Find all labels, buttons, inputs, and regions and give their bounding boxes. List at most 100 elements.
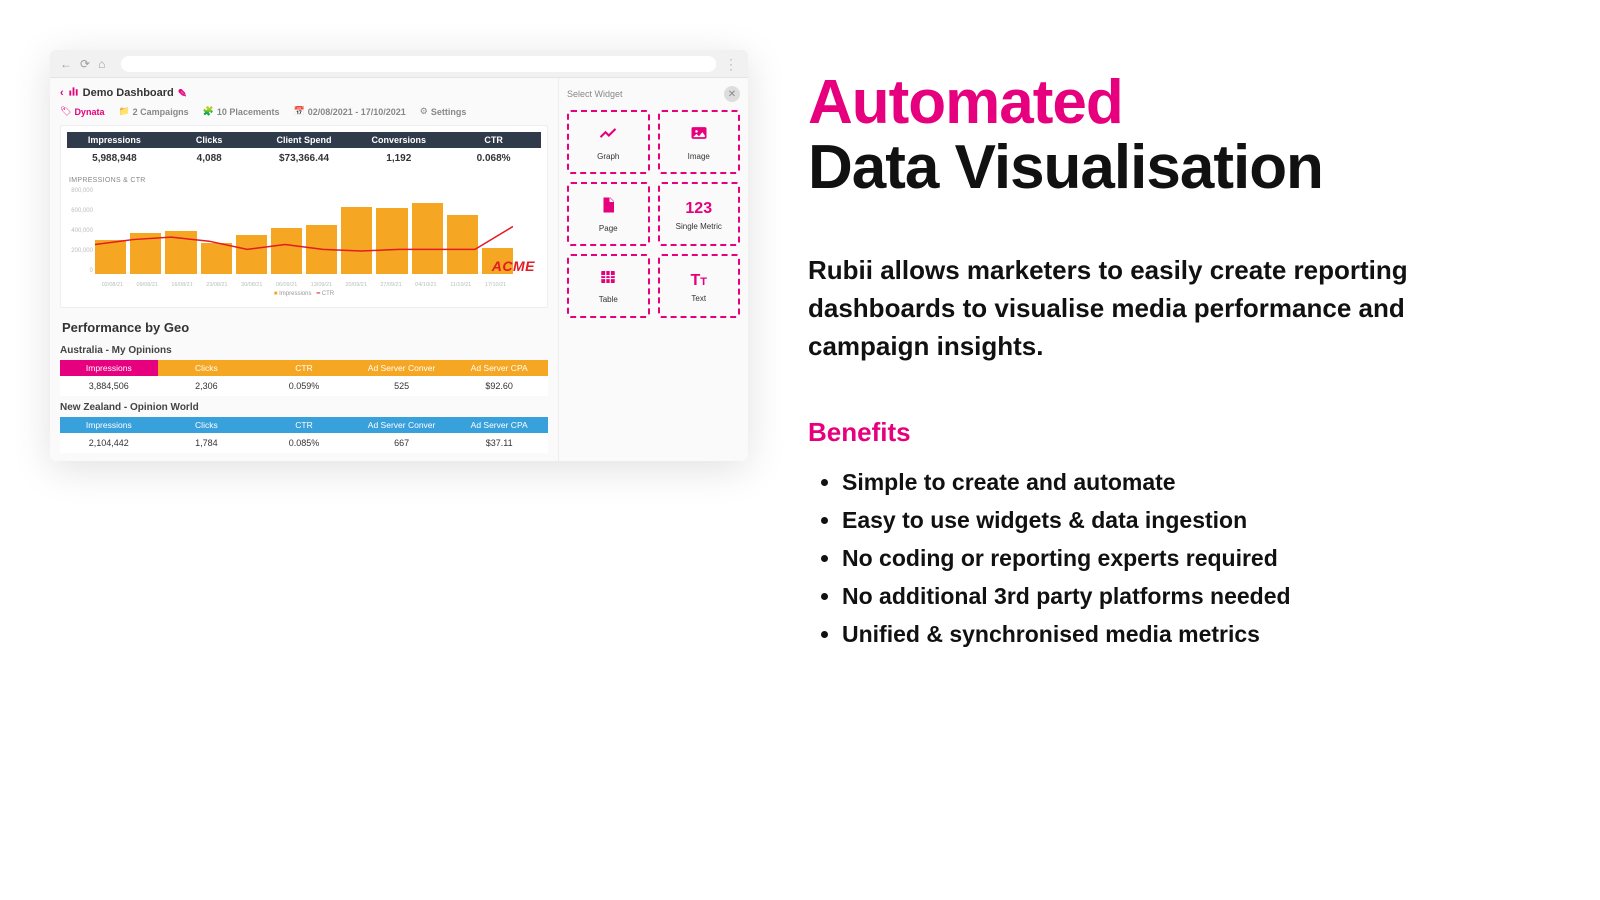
toolbar-placements[interactable]: 🧩 10 Placements [203, 106, 280, 117]
metric-value: 1,192 [351, 148, 446, 169]
table-cell: $37.11 [450, 433, 548, 453]
table-header: CTR [255, 417, 353, 433]
geo-section-title: Performance by Geo [62, 320, 548, 335]
table-cell: 2,104,442 [60, 433, 158, 453]
chart-title: IMPRESSIONS & CTR [69, 177, 541, 184]
metric-card: Conversions 1,192 [351, 132, 446, 169]
metric-value: 4,088 [162, 148, 257, 169]
widget-option-image[interactable]: Image [658, 110, 741, 174]
benefit-item: No coding or reporting experts required [842, 540, 1540, 578]
toolbar-client[interactable]: 🏷 Dynata [60, 106, 104, 117]
table-cell: 3,884,506 [60, 376, 158, 396]
table-cell: 2,306 [158, 376, 256, 396]
chart-icon [598, 123, 618, 148]
metric-cards: Impressions 5,988,948 Clicks 4,088 Clien… [67, 132, 541, 169]
table-header: CTR [255, 360, 353, 376]
geo-table-name: New Zealand - Opinion World [60, 402, 548, 413]
metric-label: Conversions [351, 132, 446, 148]
home-icon: ⌂ [98, 57, 105, 71]
table-cell: $92.60 [450, 376, 548, 396]
benefits-list: Simple to create and automateEasy to use… [808, 464, 1540, 654]
widget-option-graph[interactable]: Graph [567, 110, 650, 174]
metric-label: CTR [446, 132, 541, 148]
widget-label: Text [691, 294, 706, 303]
back-caret-icon[interactable]: ‹ [60, 87, 64, 99]
metric-label: Client Spend [257, 132, 352, 148]
metric-value: 0.068% [446, 148, 541, 169]
dashboard-toolbar: 🏷 Dynata 📁 2 Campaigns 🧩 10 Placements 📅… [60, 106, 548, 117]
chart-x-axis: 02/08/2109/08/2116/08/2123/08/2130/08/21… [95, 282, 513, 288]
table-header: Ad Server Conver [353, 417, 451, 433]
url-bar [121, 56, 716, 72]
back-icon: ← [60, 57, 72, 71]
widget-label: Image [688, 152, 710, 161]
headline-line2: Data Visualisation [808, 135, 1540, 200]
dashboard-icon [68, 86, 79, 100]
benefit-item: No additional 3rd party platforms needed [842, 578, 1540, 616]
headline-line1: Automated [808, 70, 1540, 135]
breadcrumb: ‹ Demo Dashboard ✎ [60, 86, 548, 100]
widget-label: Table [599, 295, 618, 304]
table-column: CTR 0.059% [255, 360, 353, 396]
table-cell: 0.085% [255, 433, 353, 453]
text-icon: TT [690, 269, 707, 290]
browser-menu-icon: ⋮ [724, 61, 738, 67]
page-icon [599, 195, 617, 220]
benefit-item: Unified & synchronised media metrics [842, 616, 1540, 654]
table-column: Clicks 1,784 [158, 417, 256, 453]
table-column: Clicks 2,306 [158, 360, 256, 396]
metric-card: Impressions 5,988,948 [67, 132, 162, 169]
table-header: Ad Server Conver [353, 360, 451, 376]
123-icon: 123 [685, 197, 712, 218]
geo-table-name: Australia - My Opinions [60, 345, 548, 356]
geo-table: Impressions 2,104,442 Clicks 1,784 CTR 0… [60, 417, 548, 453]
reload-icon: ⟳ [80, 57, 90, 71]
toolbar-daterange[interactable]: 📅 02/08/2021 - 17/10/2021 [293, 106, 405, 117]
widget-panel-title: Select Widget [567, 89, 623, 99]
table-column: Ad Server Conver 667 [353, 417, 451, 453]
impressions-ctr-chart: 800,000600,000400,000200,0000 02/08/2109… [67, 188, 541, 288]
widget-label: Page [599, 224, 618, 233]
close-icon[interactable]: ✕ [724, 86, 740, 102]
table-cell: 0.059% [255, 376, 353, 396]
metric-label: Impressions [67, 132, 162, 148]
table-column: Ad Server Conver 525 [353, 360, 451, 396]
chart-y-axis: 800,000600,000400,000200,0000 [69, 188, 93, 274]
table-header: Ad Server CPA [450, 360, 548, 376]
widget-label: Single Metric [676, 222, 722, 231]
table-cell: 525 [353, 376, 451, 396]
table-column: Impressions 3,884,506 [60, 360, 158, 396]
browser-chrome-bar: ← ⟳ ⌂ ⋮ [50, 50, 748, 78]
benefits-heading: Benefits [808, 417, 1540, 448]
toolbar-campaigns[interactable]: 📁 2 Campaigns [118, 106, 188, 117]
geo-table: Impressions 3,884,506 Clicks 2,306 CTR 0… [60, 360, 548, 396]
table-column: Ad Server CPA $92.60 [450, 360, 548, 396]
table-cell: 1,784 [158, 433, 256, 453]
table-header: Impressions [60, 417, 158, 433]
metric-card: CTR 0.068% [446, 132, 541, 169]
subheading: Rubii allows marketers to easily create … [808, 252, 1528, 365]
table-column: Impressions 2,104,442 [60, 417, 158, 453]
chart-line [95, 192, 513, 274]
metric-value: $73,366.44 [257, 148, 352, 169]
widget-option-text[interactable]: TT Text [658, 254, 741, 318]
table-column: CTR 0.085% [255, 417, 353, 453]
benefit-item: Easy to use widgets & data ingestion [842, 502, 1540, 540]
dashboard-screenshot: ← ⟳ ⌂ ⋮ ‹ Demo Dashboard ✎ [50, 50, 748, 461]
table-column: Ad Server CPA $37.11 [450, 417, 548, 453]
metric-card: Clicks 4,088 [162, 132, 257, 169]
widget-option-table[interactable]: Table [567, 254, 650, 318]
edit-icon[interactable]: ✎ [178, 87, 187, 100]
widget-label: Graph [597, 152, 619, 161]
table-header: Ad Server CPA [450, 417, 548, 433]
image-icon [689, 123, 709, 148]
table-header: Clicks [158, 417, 256, 433]
widget-option-single-metric[interactable]: 123 Single Metric [658, 182, 741, 246]
widget-option-page[interactable]: Page [567, 182, 650, 246]
table-cell: 667 [353, 433, 451, 453]
metric-card: Client Spend $73,366.44 [257, 132, 352, 169]
toolbar-settings[interactable]: ⚙ Settings [420, 106, 467, 117]
table-icon [598, 268, 618, 291]
table-header: Impressions [60, 360, 158, 376]
acme-watermark: ACME [492, 258, 535, 274]
